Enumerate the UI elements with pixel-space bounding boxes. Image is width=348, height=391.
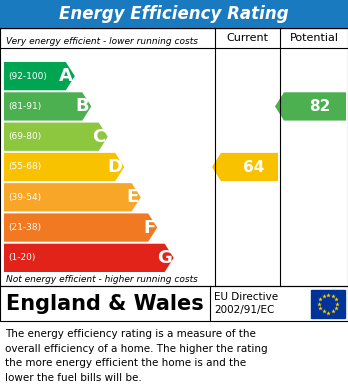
Text: G: G bbox=[157, 249, 172, 267]
Bar bbox=[311, 289, 345, 317]
Text: A: A bbox=[59, 67, 73, 85]
Text: C: C bbox=[93, 128, 106, 146]
Text: E: E bbox=[126, 188, 139, 206]
Text: Current: Current bbox=[227, 33, 269, 43]
Text: (69-80): (69-80) bbox=[8, 132, 41, 141]
Text: D: D bbox=[107, 158, 122, 176]
Bar bbox=[0, 28, 348, 286]
Text: Not energy efficient - higher running costs: Not energy efficient - higher running co… bbox=[6, 275, 198, 284]
Polygon shape bbox=[4, 244, 174, 272]
Polygon shape bbox=[4, 183, 141, 212]
Polygon shape bbox=[4, 92, 91, 120]
Text: (39-54): (39-54) bbox=[8, 193, 41, 202]
Text: (92-100): (92-100) bbox=[8, 72, 47, 81]
Text: The energy efficiency rating is a measure of the
overall efficiency of a home. T: The energy efficiency rating is a measur… bbox=[5, 329, 268, 383]
Text: F: F bbox=[143, 219, 155, 237]
Bar bbox=[0, 0, 348, 28]
Text: (81-91): (81-91) bbox=[8, 102, 41, 111]
Text: Very energy efficient - lower running costs: Very energy efficient - lower running co… bbox=[6, 37, 198, 46]
Text: (55-68): (55-68) bbox=[8, 163, 41, 172]
Text: Potential: Potential bbox=[290, 33, 339, 43]
Text: (21-38): (21-38) bbox=[8, 223, 41, 232]
Text: Energy Efficiency Rating: Energy Efficiency Rating bbox=[59, 5, 289, 23]
Text: (1-20): (1-20) bbox=[8, 253, 35, 262]
Text: 2002/91/EC: 2002/91/EC bbox=[214, 305, 274, 314]
Polygon shape bbox=[4, 153, 124, 181]
Polygon shape bbox=[275, 92, 346, 120]
Text: 64: 64 bbox=[243, 160, 265, 174]
Polygon shape bbox=[4, 62, 75, 90]
Text: B: B bbox=[76, 97, 89, 115]
Bar bbox=[0, 286, 348, 321]
Polygon shape bbox=[212, 153, 278, 181]
Text: 82: 82 bbox=[309, 99, 330, 114]
Text: England & Wales: England & Wales bbox=[6, 294, 204, 314]
Text: EU Directive: EU Directive bbox=[214, 292, 278, 303]
Polygon shape bbox=[4, 213, 157, 242]
Polygon shape bbox=[4, 122, 108, 151]
